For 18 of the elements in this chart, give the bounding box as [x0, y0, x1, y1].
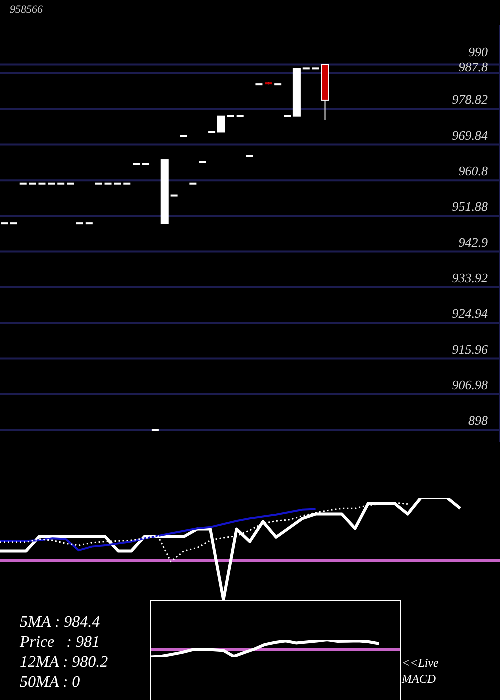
chart-title: 958566: [10, 4, 43, 16]
y-tick-label: 990: [468, 44, 488, 60]
text: Price : 981: [20, 634, 100, 651]
y-tick-label: 969.84: [452, 128, 488, 143]
text: 12MA : 980.2: [20, 654, 108, 671]
text: 5MA : 984.4: [20, 614, 100, 631]
text: <<Live MACD: [402, 656, 439, 686]
y-tick-label: 906.98: [452, 377, 488, 392]
y-tick-label: 960.8: [458, 164, 488, 179]
y-tick-label: 942.9: [458, 234, 488, 250]
y-tick-label: 987.8: [458, 60, 488, 75]
y-tick-label: 915.96: [452, 342, 488, 357]
y-tick-label: 951.88: [452, 199, 488, 214]
text: 50MA : 0: [20, 674, 80, 691]
y-tick-label: 978.82: [452, 92, 488, 108]
y-tick-label: 933.92: [452, 270, 488, 286]
y-tick-label: 898: [468, 413, 488, 428]
y-tick-label: 924.94: [452, 306, 488, 322]
